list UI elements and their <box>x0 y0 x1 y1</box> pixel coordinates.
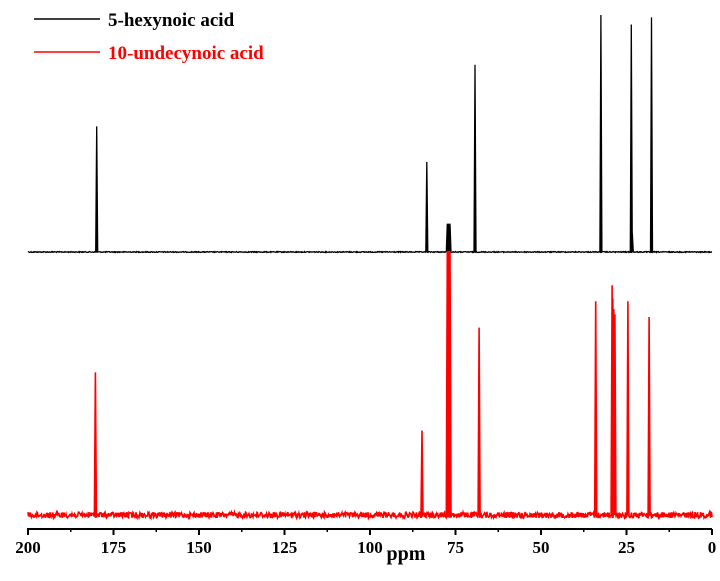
series-2-group <box>27 250 713 521</box>
x-tick-label-150: 150 <box>186 538 212 557</box>
spectra-group <box>27 14 713 521</box>
x-tick-label-100: 100 <box>357 538 383 557</box>
series-2-peak-11 <box>613 314 617 516</box>
series-2-peak-2 <box>420 430 424 516</box>
x-tick-label-0: 0 <box>708 538 717 557</box>
x-axis: 200 175 150 125 100 75 50 25 0 ppm <box>15 528 716 565</box>
x-tick-label-25: 25 <box>618 538 635 557</box>
series-1-peak-5 <box>448 223 452 253</box>
legend-entry-1: 5-hexynoic acid <box>34 10 235 31</box>
series-2-peak-6 <box>477 327 481 516</box>
x-tick-label-75: 75 <box>447 538 464 557</box>
legend-label-1: 5-hexynoic acid <box>108 10 235 31</box>
series-1-peak-1 <box>95 126 99 253</box>
series-2-peak-13 <box>647 316 651 516</box>
series-1-peak-7 <box>599 14 603 253</box>
series-1-peak-2 <box>425 161 429 253</box>
series-2-peak-12 <box>626 301 630 516</box>
x-tick-label-200: 200 <box>15 538 41 557</box>
legend: 5-hexynoic acid 10-undecynoic acid <box>34 10 264 64</box>
legend-entry-2: 10-undecynoic acid <box>34 43 264 64</box>
series-1-peak-6 <box>473 64 477 253</box>
series-1-group <box>27 14 713 254</box>
x-axis-ticks: 200 175 150 125 100 75 50 25 0 <box>15 529 716 557</box>
x-axis-title: ppm <box>387 543 426 565</box>
x-tick-label-125: 125 <box>272 538 298 557</box>
series-1-baseline <box>27 250 713 254</box>
series-2-peak-7 <box>593 301 598 516</box>
legend-label-2: 10-undecynoic acid <box>108 43 264 64</box>
series-2-peak-1 <box>93 372 98 516</box>
x-tick-label-50: 50 <box>533 538 550 557</box>
series-1-peak-9 <box>630 232 634 253</box>
x-tick-label-175: 175 <box>101 538 127 557</box>
series-2-baseline <box>27 509 713 521</box>
series-1-peak-10 <box>649 17 654 253</box>
series-2-peak-5 <box>448 250 452 516</box>
series-1-peak-8 <box>629 24 633 253</box>
